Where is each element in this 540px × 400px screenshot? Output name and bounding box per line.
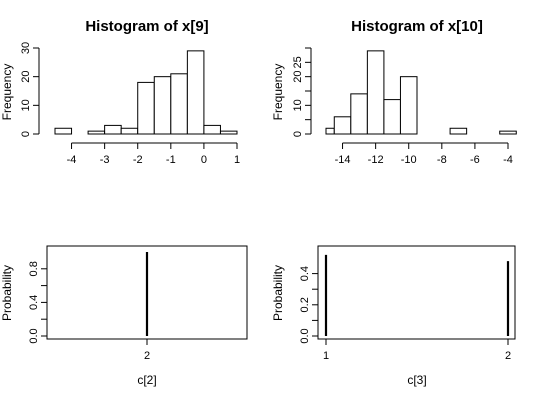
histogram-bar [325, 127, 335, 135]
histogram-bar [219, 130, 238, 135]
histogram-bar [153, 76, 172, 135]
y-tick-label: 25 [292, 56, 304, 68]
x-tick-label: 0 [201, 154, 207, 166]
y-tick-label: 20 [292, 71, 304, 83]
histogram-bar [87, 130, 106, 135]
y-tick-label: 0.0 [299, 328, 311, 343]
y-tick-label: 0.2 [299, 297, 311, 312]
x-axis: -4 -3 -2 -1 0 1 [67, 142, 240, 166]
y-axis: 0.0 0.4 0.8 [28, 261, 47, 344]
x-tick-label: 1 [323, 350, 329, 362]
x-tick-label: -14 [335, 154, 351, 166]
y-axis-label: Frequency [0, 64, 14, 121]
histogram-bar [186, 50, 205, 135]
y-axis-label: Probability [271, 265, 285, 321]
x-tick-label: -8 [437, 154, 447, 166]
histogram-bar [203, 124, 221, 135]
x-tick-label: -6 [470, 154, 480, 166]
chart-title: Histogram of x[9] [85, 18, 208, 35]
histogram-bar [54, 127, 73, 135]
x-tick-label: 1 [234, 154, 240, 166]
histogram-bar [170, 73, 188, 135]
y-tick-label: 0 [20, 131, 32, 137]
histogram-bar [383, 99, 401, 135]
y-tick-label: 0.8 [28, 261, 40, 276]
chart-title: Histogram of x[10] [351, 18, 483, 35]
y-tick-label: 10 [20, 99, 32, 111]
y-tick-label: 20 [20, 71, 32, 83]
histogram-bar [499, 130, 517, 135]
chart-panel-3: Probability c[2] 2 0.0 0.4 0.8 [0, 245, 248, 387]
y-tick-label: 0.0 [28, 328, 40, 343]
chart-panel-1: Histogram of x[9]Frequency-4 -3 -2 -1 0 10102… [0, 18, 240, 166]
histogram-bar [137, 81, 155, 135]
y-axis-label: Probability [0, 265, 14, 321]
histogram-bar [449, 127, 468, 135]
x-axis: 2 [144, 339, 150, 362]
y-tick-label: 30 [20, 42, 32, 54]
histogram-bar [350, 93, 368, 135]
histogram-bar [399, 76, 418, 135]
histogram-bar [366, 50, 385, 135]
y-axis: 0.0 0.2 0.4 [299, 266, 318, 344]
histogram-bar [333, 116, 352, 135]
x-axis-label: c[3] [407, 373, 426, 387]
x-tick-label: -4 [67, 154, 77, 166]
histogram-bar [104, 124, 122, 135]
plot-frame [317, 245, 516, 340]
chart-panel-2: Histogram of x[10] Frequency -14 -12 -10 -8 -6… [271, 18, 517, 166]
x-tick-label: 2 [144, 350, 150, 362]
x-tick-label: -2 [133, 154, 143, 166]
x-axis: -14 -12 -10 -8 -6 -4 [335, 142, 513, 166]
y-tick-label: 0 [292, 131, 304, 137]
y-tick-label: 10 [292, 99, 304, 111]
x-tick-label: 2 [505, 350, 511, 362]
x-tick-label: -4 [503, 154, 513, 166]
y-axis: 0 10 20 30 [20, 42, 40, 137]
histogram-bar [120, 127, 139, 135]
x-tick-label: -12 [368, 154, 384, 166]
y-tick-label: 0.4 [28, 295, 40, 310]
x-tick-label: -10 [401, 154, 417, 166]
y-axis: 0 10 20 25 [292, 47, 312, 137]
y-tick-label: 0.4 [299, 266, 311, 281]
x-axis-label: c[2] [137, 373, 156, 387]
x-tick-label: -1 [166, 154, 176, 166]
x-tick-label: -3 [100, 154, 110, 166]
y-axis-label: Frequency [271, 64, 285, 121]
